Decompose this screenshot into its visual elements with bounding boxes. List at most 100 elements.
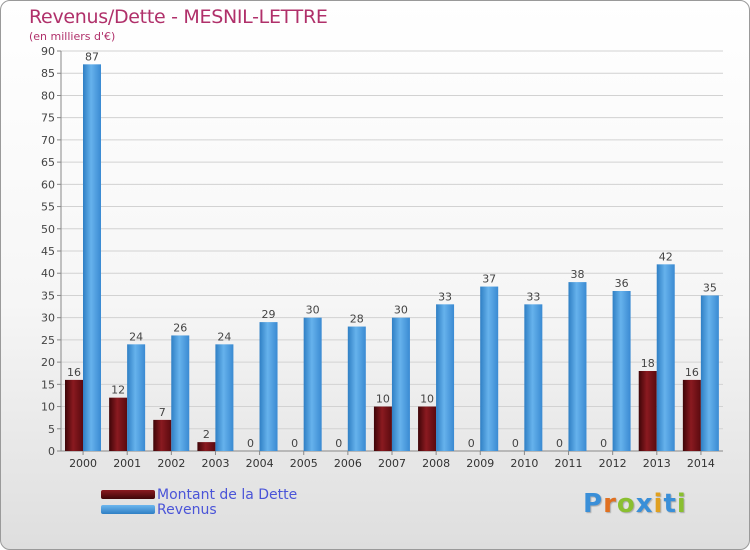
bar-revenus-2011 (568, 282, 587, 451)
bar-revenus-2010 (524, 304, 543, 451)
data-label-dette-2006: 0 (335, 437, 342, 450)
y-tick-label: 50 (41, 223, 55, 236)
logo-letter: o (616, 489, 636, 519)
y-tick-label: 85 (41, 67, 55, 80)
bar-revenus-2003 (215, 344, 234, 451)
legend-item-dette: Montant de la Dette (101, 486, 298, 503)
x-tick-label: 2010 (510, 457, 538, 470)
logo-letter: r (603, 489, 617, 519)
y-tick-label: 20 (41, 356, 55, 369)
data-label-revenus-2006: 28 (350, 313, 364, 326)
data-label-revenus-2000: 87 (85, 50, 99, 63)
bar-dette-2002 (153, 419, 172, 451)
y-tick-label: 10 (41, 401, 55, 414)
x-tick-label: 2003 (201, 457, 229, 470)
x-tick-label: 2012 (599, 457, 627, 470)
bar-revenus-2002 (171, 335, 190, 451)
data-label-dette-2013: 18 (641, 357, 655, 370)
data-label-revenus-2012: 36 (615, 277, 629, 290)
legend-item-revenus: Revenus (101, 501, 297, 518)
bar-dette-2013 (638, 371, 657, 451)
bar-dette-2014 (682, 379, 701, 451)
chart-title: Revenus/Dette - MESNIL-LETTRE (29, 6, 328, 28)
y-tick-label: 15 (41, 378, 55, 391)
legend-label-dette: Montant de la Dette (157, 486, 298, 503)
y-tick-label: 5 (48, 423, 55, 436)
x-tick-label: 2006 (334, 457, 362, 470)
logo-letter: t (663, 489, 677, 519)
logo-letter: i (653, 489, 664, 519)
bar-revenus-2001 (127, 344, 146, 451)
data-label-revenus-2003: 24 (217, 330, 231, 343)
x-tick-label: 2002 (157, 457, 185, 470)
data-label-revenus-2009: 37 (482, 273, 496, 286)
data-label-dette-2010: 0 (512, 437, 519, 450)
data-label-revenus-2013: 42 (659, 250, 673, 263)
bar-revenus-2013 (656, 264, 675, 451)
bar-revenus-2014 (700, 295, 719, 451)
data-label-dette-2000: 16 (67, 366, 81, 379)
bar-revenus-2006 (347, 326, 366, 451)
y-tick-label: 35 (41, 289, 55, 302)
legend: Montant de la Dette Revenus (101, 486, 298, 518)
y-tick-label: 25 (41, 334, 55, 347)
x-tick-label: 2013 (643, 457, 671, 470)
x-tick-label: 2008 (422, 457, 450, 470)
legend-label-revenus: Revenus (157, 501, 217, 518)
data-label-revenus-2005: 30 (306, 304, 320, 317)
data-label-revenus-2004: 29 (262, 308, 276, 321)
x-tick-label: 2000 (69, 457, 97, 470)
bar-revenus-2009 (480, 286, 499, 451)
x-tick-label: 2009 (466, 457, 494, 470)
y-tick-label: 55 (41, 201, 55, 214)
y-tick-label: 30 (41, 312, 55, 325)
y-tick-label: 60 (41, 178, 55, 191)
data-label-revenus-2010: 33 (526, 290, 540, 303)
legend-swatch-revenus (101, 505, 155, 514)
data-label-dette-2011: 0 (556, 437, 563, 450)
data-label-revenus-2008: 33 (438, 290, 452, 303)
chart-subtitle: (en milliers d'€) (29, 30, 116, 43)
legend-swatch-dette (101, 490, 155, 499)
data-label-revenus-2002: 26 (173, 321, 187, 334)
data-label-dette-2012: 0 (600, 437, 607, 450)
proxiti-logo: Proxiti (583, 489, 687, 519)
bar-revenus-2000 (83, 64, 101, 452)
data-label-dette-2001: 12 (111, 384, 125, 397)
data-label-dette-2014: 16 (685, 366, 699, 379)
data-label-dette-2004: 0 (247, 437, 254, 450)
data-label-dette-2002: 7 (159, 406, 166, 419)
bar-dette-2001 (109, 397, 128, 451)
x-tick-label: 2007 (378, 457, 406, 470)
data-label-revenus-2007: 30 (394, 304, 408, 317)
bar-revenus-2012 (612, 291, 631, 451)
y-tick-label: 70 (41, 134, 55, 147)
x-tick-label: 2001 (113, 457, 141, 470)
data-label-dette-2007: 10 (376, 393, 390, 406)
logo-letter: x (635, 489, 654, 519)
y-tick-label: 0 (48, 445, 55, 458)
bar-revenus-2008 (436, 304, 455, 451)
y-tick-label: 65 (41, 156, 55, 169)
data-label-dette-2009: 0 (468, 437, 475, 450)
logo-letter: i (676, 489, 687, 519)
logo-letter: P (583, 489, 604, 519)
x-tick-label: 2005 (290, 457, 318, 470)
data-label-dette-2005: 0 (291, 437, 298, 450)
x-tick-label: 2011 (555, 457, 583, 470)
data-label-revenus-2011: 38 (570, 268, 584, 281)
data-label-revenus-2014: 35 (703, 281, 717, 294)
y-tick-label: 80 (41, 89, 55, 102)
y-tick-label: 90 (41, 45, 55, 58)
bar-dette-2000 (65, 379, 83, 451)
bar-revenus-2004 (259, 322, 278, 451)
data-label-revenus-2001: 24 (129, 330, 143, 343)
data-label-dette-2003: 2 (203, 428, 210, 441)
bar-dette-2008 (418, 406, 437, 451)
x-tick-label: 2014 (687, 457, 715, 470)
y-tick-label: 45 (41, 245, 55, 258)
data-label-dette-2008: 10 (420, 393, 434, 406)
bar-dette-2003 (197, 442, 216, 451)
